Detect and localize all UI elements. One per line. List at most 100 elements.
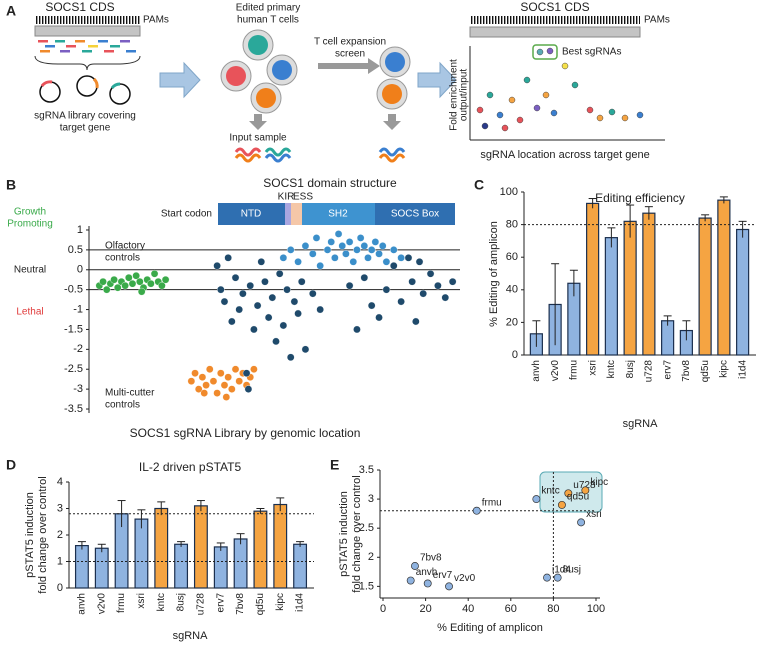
cells-label: Edited primary: [236, 3, 300, 14]
domain: [375, 203, 455, 225]
point: [411, 562, 419, 570]
mini-y-label: Fold enrichment: [449, 59, 460, 131]
point-label: xsri: [586, 509, 602, 520]
point: [445, 582, 453, 591]
x-tick-label: kntc: [156, 593, 167, 611]
point: [297, 277, 306, 286]
point: [338, 242, 347, 250]
point: [205, 365, 214, 374]
library-label: target gene: [60, 123, 111, 134]
point: [99, 277, 107, 286]
x-tick-label: 20: [419, 603, 431, 615]
annotation: Olfactory: [105, 241, 145, 252]
bar: [736, 228, 750, 356]
x-axis-title: sgRNA: [173, 630, 209, 642]
pam-comb: [470, 16, 640, 24]
point: [224, 254, 232, 262]
point: [253, 301, 262, 310]
x-tick-label: 7bv8: [235, 593, 246, 615]
x-tick-label: 100: [587, 603, 605, 615]
point: [553, 573, 562, 582]
sgrna-dashes: [38, 40, 136, 53]
y-tick-label: 1: [77, 224, 83, 236]
point: [408, 277, 416, 286]
y-axis-title: fold change over control: [37, 476, 49, 593]
panel-label: E: [330, 457, 339, 473]
bar: [273, 503, 288, 589]
y-tick-label: -1.5: [64, 323, 83, 335]
point: [294, 258, 302, 266]
point: [364, 254, 372, 262]
point: [136, 277, 144, 286]
y-tick-label: -2.5: [64, 363, 83, 375]
x-tick-label: anvh: [77, 593, 88, 615]
y-tick-label: 0.5: [68, 244, 83, 256]
y-tick-label: 0: [512, 349, 518, 361]
domain: [285, 203, 291, 225]
point: [216, 369, 225, 378]
bar: [154, 507, 169, 589]
point: [397, 254, 405, 262]
point: [356, 234, 365, 242]
input-label: Input sample: [229, 133, 287, 144]
point: [279, 254, 288, 262]
y-tick-label: -3.5: [64, 403, 83, 415]
y-axis-title: % Editing of amplicon: [488, 221, 500, 327]
x-tick-label: anvh: [531, 360, 542, 382]
x-tick-label: 60: [505, 603, 517, 615]
point: [367, 301, 376, 310]
cds-title: SOCS1 CDS: [45, 0, 114, 14]
x-tick-label: 0: [380, 603, 386, 615]
x-tick-label: v2v0: [550, 360, 561, 382]
point: [375, 250, 383, 258]
point: [426, 269, 435, 278]
x-tick-label: erv7: [215, 593, 226, 613]
point: [367, 246, 376, 254]
gene-bar: [469, 26, 641, 38]
point: [397, 297, 405, 306]
x-tick-label: kipc: [719, 360, 730, 378]
point: [261, 277, 269, 286]
point: [279, 321, 288, 330]
point: [286, 353, 295, 362]
point: [441, 293, 450, 302]
bar: [253, 510, 268, 589]
point: [257, 258, 266, 266]
mini-dot: [608, 108, 616, 116]
x-tick-label: v2v0: [96, 593, 107, 615]
point: [194, 385, 203, 393]
point: [132, 271, 140, 280]
annotation: controls: [105, 253, 140, 264]
point: [231, 365, 240, 374]
point: [327, 238, 336, 246]
x-tick-label: u728: [196, 593, 207, 616]
point: [312, 234, 321, 242]
library-label: sgRNA library covering: [34, 111, 136, 122]
point: [360, 273, 369, 282]
mini-dot: [571, 81, 579, 89]
point: [244, 385, 253, 393]
x-axis-title: % Editing of amplicon: [437, 622, 543, 634]
mini-dot: [516, 116, 524, 124]
point: [345, 238, 354, 246]
y-tick-label: 20: [506, 316, 518, 328]
y-tick-label: -0.5: [64, 284, 83, 296]
y-tick-label: 3: [57, 502, 63, 514]
mini-dot: [636, 111, 644, 119]
domain-label: NTD: [241, 209, 262, 220]
x-tick-label: xsri: [587, 360, 598, 376]
y-tick-label: 2.5: [359, 522, 374, 534]
bar: [604, 237, 618, 356]
point: [216, 285, 225, 294]
point: [308, 289, 317, 298]
x-tick-label: kipc: [275, 593, 286, 611]
point: [406, 576, 415, 585]
y-tick-label: 4: [57, 476, 63, 488]
flow-arrow: [159, 61, 201, 99]
y-axis-title: fold change over control: [351, 475, 363, 592]
y-tick-label: -2: [73, 343, 83, 355]
pam-label: PAMs: [644, 15, 670, 26]
zone-label: Promoting: [7, 219, 53, 230]
point: [323, 246, 332, 254]
bar: [213, 546, 228, 589]
